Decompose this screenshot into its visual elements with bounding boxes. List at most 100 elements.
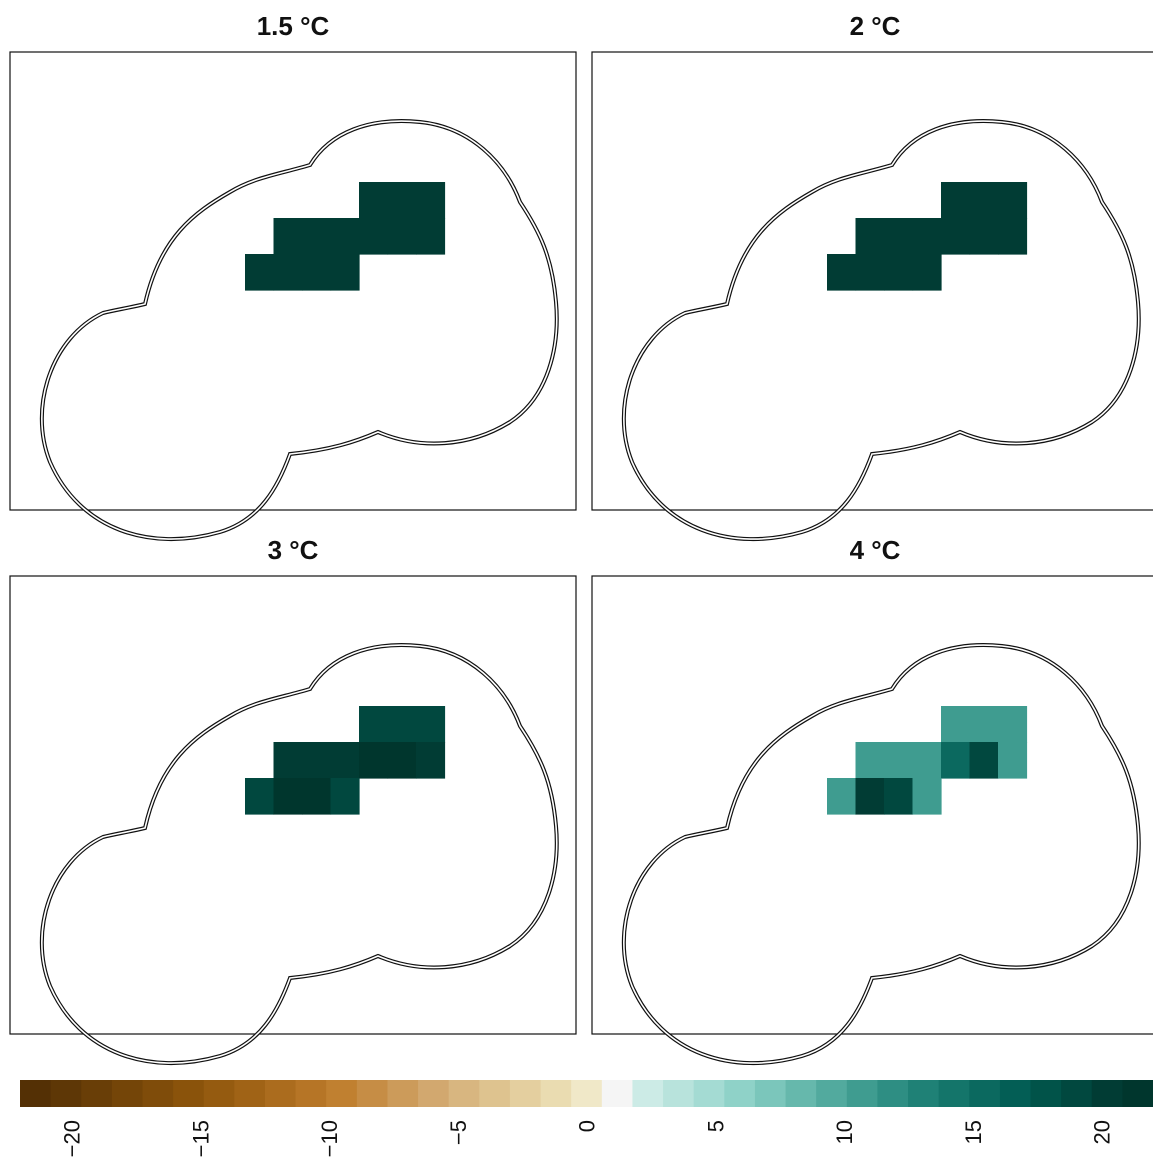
panel-4: 4 °C	[591, 535, 1153, 1066]
grid-cell	[998, 742, 1028, 779]
grid-cell	[330, 218, 360, 255]
panel-3: 3 °C	[9, 535, 577, 1066]
panel-1: 1.5 °C	[9, 11, 577, 542]
grid-cell	[302, 742, 332, 779]
legend-swatch	[908, 1080, 940, 1107]
grid-cell	[387, 742, 417, 779]
grid-cell	[855, 778, 885, 815]
legend-tick-label: 20	[1090, 1120, 1115, 1144]
grid-cell	[330, 742, 360, 779]
grid-cell	[359, 182, 389, 219]
grid-cell	[416, 742, 446, 779]
grid-cell	[912, 254, 942, 291]
legend-swatch	[81, 1080, 113, 1107]
grid-cell	[416, 182, 446, 219]
grid-cell	[827, 778, 857, 815]
legend-swatch	[50, 1080, 82, 1107]
legend-tick-label: −10	[317, 1120, 342, 1157]
legend-swatch	[142, 1080, 174, 1107]
legend-tick-label: 10	[832, 1120, 857, 1144]
legend-swatch	[846, 1080, 879, 1107]
grid-cell	[884, 778, 914, 815]
grid-cell	[330, 254, 360, 291]
legend-tick-label: 5	[703, 1120, 728, 1132]
legend-swatch	[479, 1080, 511, 1107]
legend-swatch	[1122, 1080, 1153, 1107]
legend-swatch	[693, 1080, 725, 1107]
legend-swatch	[387, 1080, 419, 1107]
panel-2: 2 °C	[591, 11, 1153, 542]
legend-tick-label: −5	[446, 1120, 471, 1145]
grid-cell	[941, 218, 971, 255]
legend-swatch	[571, 1080, 603, 1107]
legend-swatch	[785, 1080, 817, 1107]
legend-swatch	[969, 1080, 1001, 1107]
grid-cell	[969, 182, 999, 219]
grid-cell	[912, 742, 942, 779]
legend-swatch	[724, 1080, 756, 1107]
legend-tick-label: 15	[961, 1120, 986, 1144]
grid-cell	[359, 742, 389, 779]
grid-cell	[855, 218, 885, 255]
legend-colorbar	[20, 1080, 1153, 1107]
legend-swatch	[448, 1080, 480, 1107]
grid-cell	[387, 218, 417, 255]
legend-swatch	[20, 1080, 52, 1107]
legend-swatch	[1091, 1080, 1123, 1107]
legend-swatch	[816, 1080, 848, 1107]
grid-cell	[827, 254, 857, 291]
grid-cell	[884, 254, 914, 291]
grid-cell	[416, 218, 446, 255]
legend-tick-label: −15	[188, 1120, 213, 1157]
grid-cell	[416, 706, 446, 743]
grid-cell	[273, 778, 303, 815]
grid-cell	[941, 182, 971, 219]
grid-cell	[302, 218, 332, 255]
legend-swatch	[663, 1080, 695, 1107]
grid-cell	[998, 182, 1028, 219]
legend-swatch	[203, 1080, 235, 1107]
grid-cell	[969, 706, 999, 743]
grid-cell	[273, 218, 303, 255]
legend-tick-label: −20	[60, 1120, 85, 1157]
legend-tick-label: 0	[575, 1120, 600, 1132]
legend-swatch	[999, 1080, 1032, 1107]
legend-swatch	[509, 1080, 542, 1107]
grid-cell	[998, 706, 1028, 743]
grid-cell	[855, 742, 885, 779]
legend-swatch	[264, 1080, 297, 1107]
grid-cells	[245, 182, 446, 291]
grid-cell	[941, 706, 971, 743]
grid-cell	[387, 182, 417, 219]
legend-tick-labels: −20 −15 −10 −5 0 5 10 15 20	[60, 1120, 1115, 1157]
grid-cell	[359, 706, 389, 743]
panel-title: 3 °C	[268, 535, 319, 565]
legend-swatch	[111, 1080, 144, 1107]
grid-cell	[302, 254, 332, 291]
grid-cell	[884, 742, 914, 779]
panel-title: 4 °C	[850, 535, 901, 565]
legend-swatch	[418, 1080, 450, 1107]
color-legend: −20 −15 −10 −5 0 5 10 15 20	[20, 1080, 1153, 1157]
grid-cell	[359, 218, 389, 255]
grid-cell	[998, 218, 1028, 255]
grid-cell	[245, 778, 275, 815]
legend-swatch	[326, 1080, 358, 1107]
legend-swatch	[540, 1080, 572, 1107]
grid-cell	[302, 778, 332, 815]
grid-cell	[969, 742, 999, 779]
legend-swatch	[632, 1080, 664, 1107]
legend-swatch	[1061, 1080, 1093, 1107]
grid-cell	[855, 254, 885, 291]
grid-cell	[941, 742, 971, 779]
grid-cell	[245, 254, 275, 291]
legend-swatch	[234, 1080, 266, 1107]
grid-cells	[827, 706, 1028, 815]
grid-cells	[245, 706, 446, 815]
grid-cell	[387, 706, 417, 743]
grid-cell	[330, 778, 360, 815]
legend-swatch	[877, 1080, 909, 1107]
panel-title: 2 °C	[850, 11, 901, 41]
legend-swatch	[754, 1080, 787, 1107]
